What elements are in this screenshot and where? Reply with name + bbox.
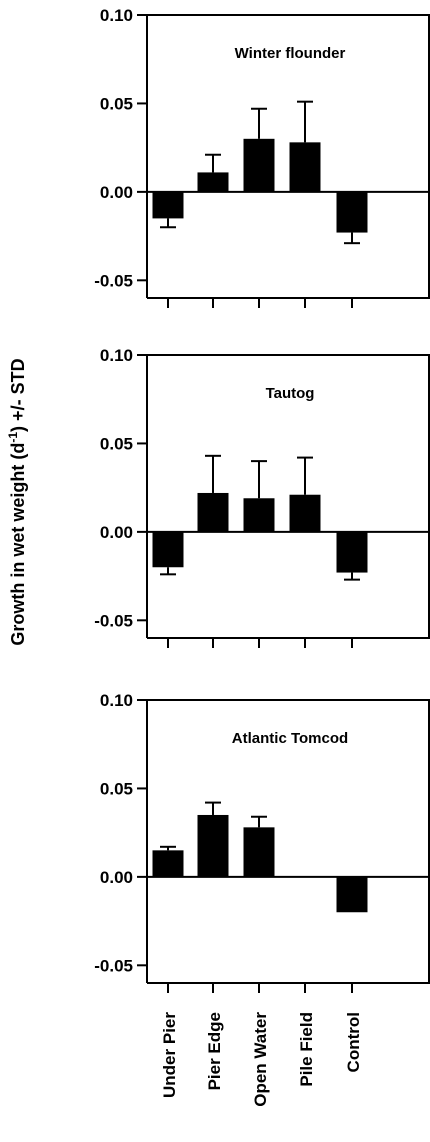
y-tick-label: 0.10 [100, 691, 133, 710]
category-label: Pier Edge [205, 1012, 224, 1090]
y-axis-label: Growth in wet weight (d-1) +/- STD [6, 358, 28, 645]
y-tick-label: -0.05 [94, 271, 133, 290]
category-label: Control [344, 1012, 363, 1072]
category-label: Pile Field [297, 1012, 316, 1087]
bar [243, 138, 275, 192]
bar [336, 191, 368, 233]
y-tick-label: 0.05 [100, 434, 133, 453]
y-axis-label-main: Growth in wet weight (d [8, 443, 28, 646]
bar [197, 172, 229, 192]
chart-panels: 0.10 0.05 0.00 -0.05 Winter flounder 0.10 0.05… [94, 6, 430, 993]
bar [243, 827, 275, 877]
y-tick-label: 0.10 [100, 6, 133, 25]
category-label: Under Pier [160, 1012, 179, 1098]
y-tick-label: 0.00 [100, 868, 133, 887]
y-tick-label: 0.10 [100, 346, 133, 365]
bar [289, 142, 321, 192]
bar [152, 191, 184, 219]
bar [152, 850, 184, 877]
category-label: Open Water [251, 1012, 270, 1107]
bar [243, 498, 275, 532]
y-tick-label: 0.05 [100, 779, 133, 798]
bar [289, 494, 321, 532]
y-axis-label-end: ) +/- STD [8, 358, 28, 432]
y-tick-label: -0.05 [94, 611, 133, 630]
panel-2: 0.10 0.05 0.00 -0.05 Tautog [94, 346, 430, 648]
y-tick-label: 0.00 [100, 183, 133, 202]
bar [336, 876, 368, 913]
y-axis-label-superscript: -1 [6, 432, 20, 443]
bar [197, 492, 229, 532]
panel-title: Atlantic Tomcod [232, 730, 348, 747]
y-tick-label: 0.05 [100, 94, 133, 113]
category-labels: Under Pier Pier Edge Open Water Pile Field C… [160, 1012, 363, 1107]
panel-title: Tautog [266, 385, 315, 402]
panel-title: Winter flounder [235, 45, 346, 62]
y-tick-label: -0.05 [94, 956, 133, 975]
panel-1: 0.10 0.05 0.00 -0.05 Winter flounder [94, 6, 430, 308]
bar [197, 814, 229, 877]
y-tick-label: 0.00 [100, 523, 133, 542]
bar [336, 531, 368, 573]
panel-3: 0.10 0.05 0.00 -0.05 Atlantic Tomcod [94, 691, 430, 993]
bar [152, 531, 184, 568]
